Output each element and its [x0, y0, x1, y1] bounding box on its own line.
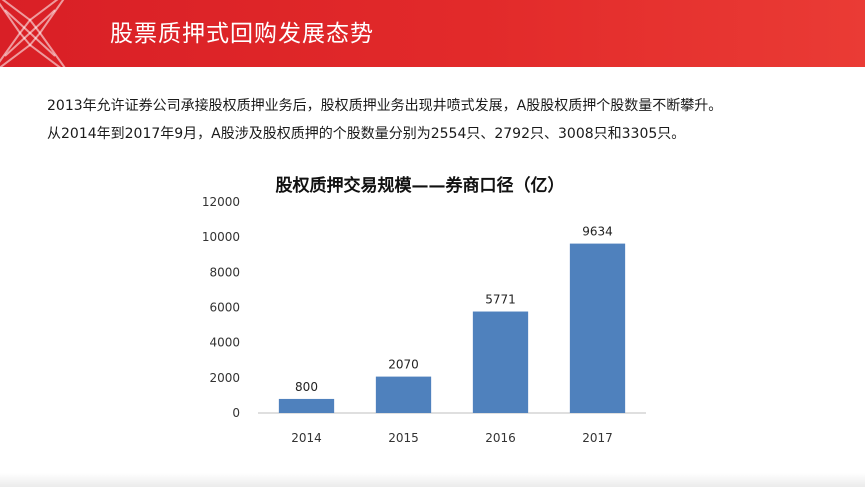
bar	[375, 376, 432, 413]
bar	[278, 398, 335, 413]
y-tick-label: 12000	[202, 195, 240, 209]
intro-line-2: 从2014年到2017年9月，A股涉及股权质押的个股数量分别为2554只、279…	[47, 126, 686, 142]
y-tick-label: 8000	[209, 265, 240, 279]
page-title: 股票质押式回购发展态势	[110, 21, 374, 47]
bar	[569, 243, 626, 413]
data-label: 5771	[485, 293, 516, 307]
y-tick-label: 10000	[202, 230, 240, 244]
x-tick-label: 2015	[388, 431, 419, 445]
y-tick-label: 6000	[209, 301, 240, 315]
slide-bottom-edge	[0, 473, 865, 487]
data-label: 800	[295, 380, 318, 394]
x-tick-label: 2017	[582, 431, 613, 445]
y-tick-label: 2000	[209, 371, 240, 385]
y-tick-label: 0	[232, 406, 240, 420]
header-bar: 股票质押式回购发展态势	[0, 0, 865, 67]
brand-logo-icon	[0, 0, 92, 67]
intro-line-1: 2013年允许证券公司承接股权质押业务后，股权质押业务出现井喷式发展，A股股权质…	[47, 98, 723, 114]
intro-text: 2013年允许证券公司承接股权质押业务后，股权质押业务出现井喷式发展，A股股权质…	[47, 92, 847, 148]
y-tick-label: 4000	[209, 336, 240, 350]
x-tick-label: 2016	[485, 431, 516, 445]
data-label: 9634	[582, 225, 613, 239]
x-tick-label: 2014	[291, 431, 322, 445]
data-label: 2070	[388, 358, 419, 372]
bar	[472, 311, 529, 413]
chart-title: 股权质押交易规模——券商口径（亿）	[275, 176, 565, 196]
